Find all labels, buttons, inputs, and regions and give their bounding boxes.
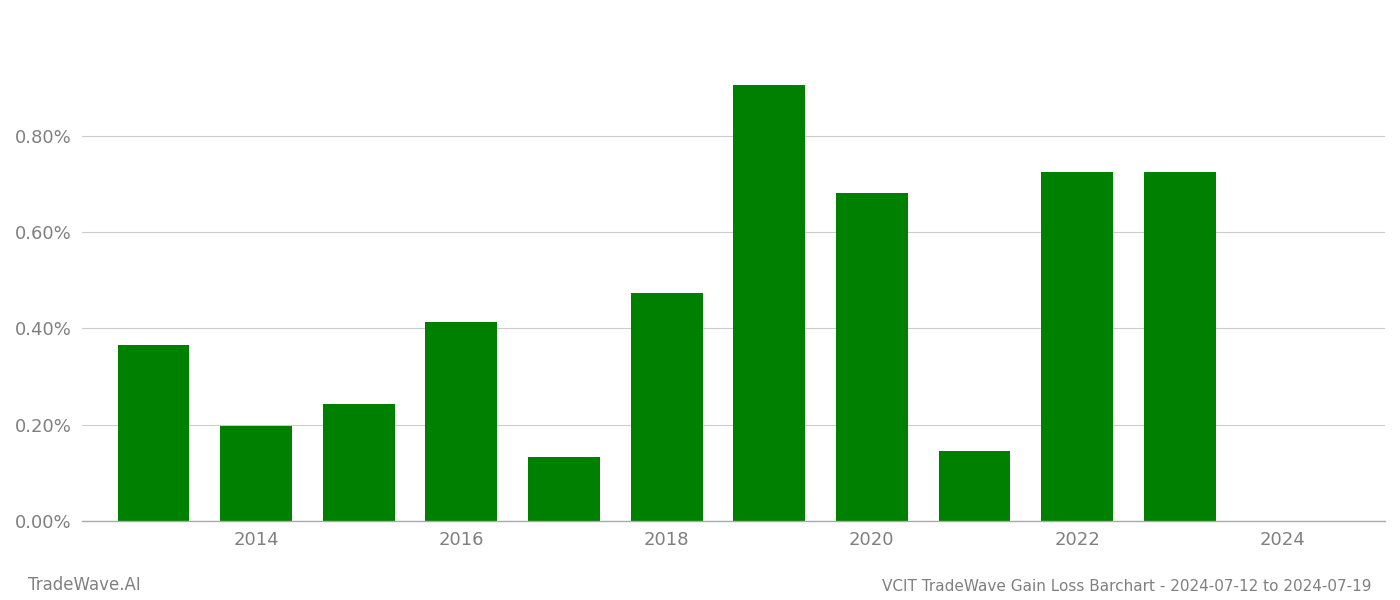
Bar	[118, 345, 189, 521]
Bar	[938, 451, 1011, 521]
Bar	[630, 293, 703, 521]
Text: TradeWave.AI: TradeWave.AI	[28, 576, 141, 594]
Bar	[323, 404, 395, 521]
Bar	[528, 457, 599, 521]
Bar	[734, 85, 805, 521]
Bar	[836, 193, 907, 521]
Bar	[1144, 172, 1215, 521]
Bar	[220, 426, 293, 521]
Text: VCIT TradeWave Gain Loss Barchart - 2024-07-12 to 2024-07-19: VCIT TradeWave Gain Loss Barchart - 2024…	[882, 579, 1372, 594]
Bar	[1042, 172, 1113, 521]
Bar	[426, 322, 497, 521]
